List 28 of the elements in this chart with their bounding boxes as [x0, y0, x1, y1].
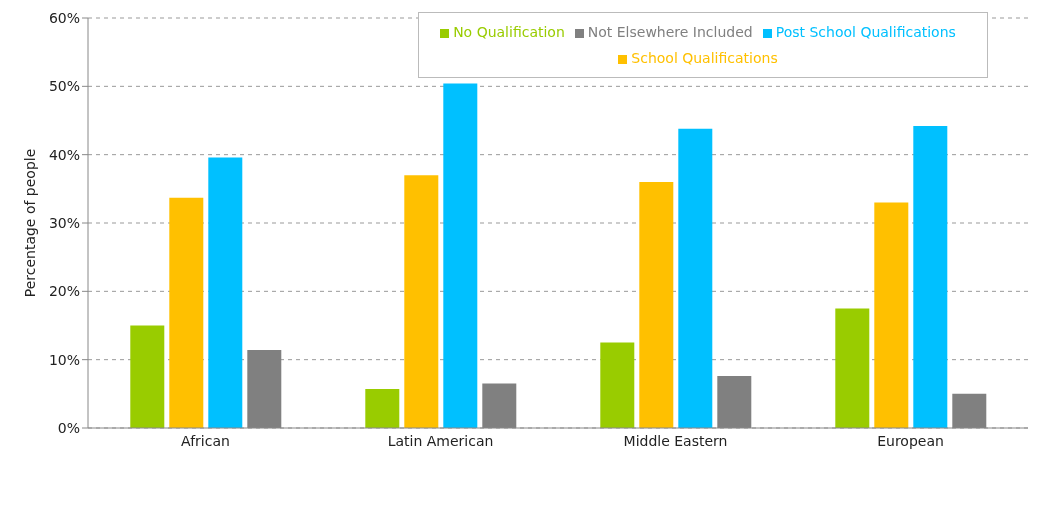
legend-label: School Qualifications — [631, 50, 778, 66]
x-tick-label: European — [877, 432, 944, 449]
bar — [678, 128, 713, 428]
y-tick-label: 60% — [48, 9, 80, 26]
x-tick-label: Latin American — [387, 432, 494, 449]
y-tick-label: 40% — [48, 146, 80, 163]
bar — [208, 157, 243, 428]
legend-label: Post School Qualifications — [775, 24, 956, 40]
y-tick-label: 10% — [48, 351, 80, 368]
legend-label: Not Elsewhere Included — [587, 24, 753, 40]
legend-label: No Qualification — [453, 24, 565, 40]
bar — [874, 202, 909, 428]
bar — [835, 308, 870, 428]
bar — [365, 389, 400, 428]
bar — [600, 342, 635, 428]
bar — [443, 83, 478, 428]
bar — [639, 182, 674, 428]
bar — [404, 175, 439, 428]
y-tick-label: 0% — [57, 419, 80, 436]
y-tick-label: 30% — [48, 214, 80, 231]
bar — [913, 125, 948, 428]
x-tick-label: Middle Eastern — [623, 432, 728, 449]
y-tick-label: 20% — [48, 283, 80, 300]
bar — [130, 325, 165, 428]
y-axis-title: Percentage of people — [21, 148, 38, 298]
bar — [169, 197, 204, 428]
y-tick-label: 50% — [48, 78, 80, 95]
x-tick-label: African — [181, 432, 230, 449]
